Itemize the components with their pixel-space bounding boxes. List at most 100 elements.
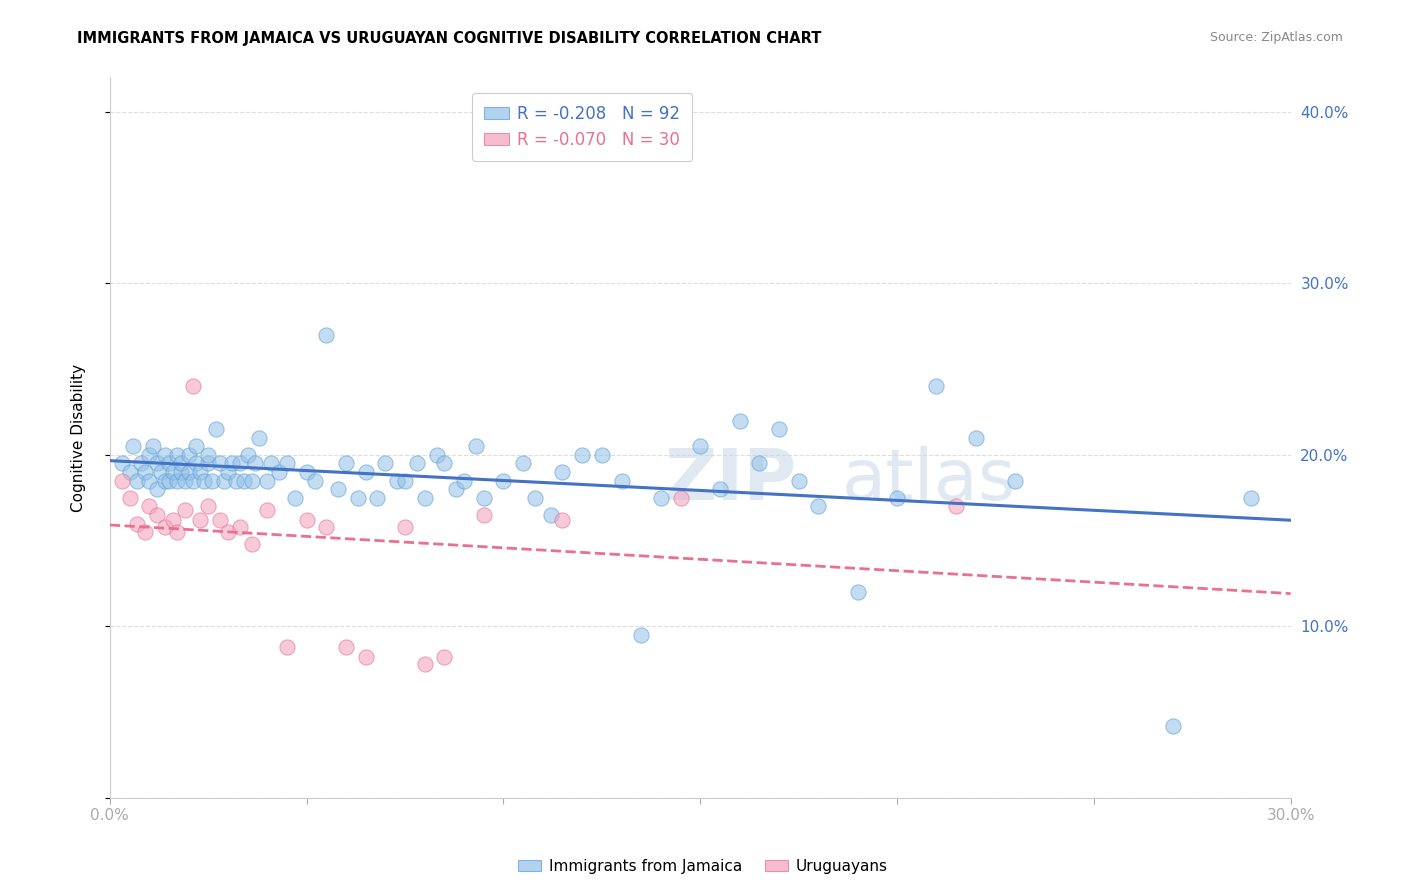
Point [269, 465, 291, 479]
Point [295, 465, 318, 479]
Point [245, 457, 267, 471]
Point [138, 500, 160, 514]
Point [472, 491, 495, 505]
Point [197, 448, 219, 462]
Y-axis label: Cognitive Disability: Cognitive Disability [72, 364, 86, 512]
Point [209, 457, 232, 471]
Point [472, 508, 495, 522]
Point [433, 457, 456, 471]
Point [1004, 474, 1026, 488]
Point [551, 465, 574, 479]
Point [492, 474, 515, 488]
Point [728, 414, 751, 428]
Point [295, 513, 318, 527]
Point [385, 474, 408, 488]
Point [134, 525, 156, 540]
Point [846, 585, 869, 599]
Point [394, 474, 416, 488]
Point [127, 474, 149, 488]
Point [205, 422, 228, 436]
Point [173, 503, 195, 517]
Point [146, 508, 169, 522]
Point [689, 439, 711, 453]
Point [630, 628, 652, 642]
Point [138, 448, 160, 462]
Point [150, 465, 173, 479]
Text: atlas: atlas [842, 447, 1017, 516]
Point [225, 474, 247, 488]
Point [127, 516, 149, 531]
Point [1161, 719, 1184, 733]
Point [346, 491, 368, 505]
Point [209, 513, 232, 527]
Point [249, 431, 271, 445]
Point [111, 474, 134, 488]
Text: ZIP: ZIP [665, 447, 797, 516]
Point [366, 491, 388, 505]
Point [591, 448, 613, 462]
Point [170, 465, 193, 479]
Point [138, 474, 160, 488]
Point [193, 474, 215, 488]
Point [229, 520, 252, 534]
Point [134, 465, 156, 479]
Point [181, 474, 204, 488]
Point [153, 474, 176, 488]
Point [425, 448, 447, 462]
Point [153, 448, 176, 462]
Point [221, 457, 243, 471]
Point [405, 457, 427, 471]
Point [157, 457, 180, 471]
Point [669, 491, 692, 505]
Point [177, 465, 200, 479]
Point [201, 474, 224, 488]
Point [276, 457, 298, 471]
Point [256, 474, 278, 488]
Point [354, 465, 377, 479]
Point [433, 650, 456, 665]
Point [945, 500, 967, 514]
Point [146, 457, 169, 471]
Point [118, 491, 141, 505]
Point [354, 650, 377, 665]
Point [212, 474, 235, 488]
Point [197, 500, 219, 514]
Point [197, 457, 219, 471]
Point [284, 491, 307, 505]
Point [304, 474, 326, 488]
Point [236, 448, 259, 462]
Point [540, 508, 562, 522]
Point [153, 520, 176, 534]
Point [807, 500, 830, 514]
Point [748, 457, 770, 471]
Point [394, 520, 416, 534]
Point [453, 474, 475, 488]
Point [1240, 491, 1263, 505]
Point [571, 448, 593, 462]
Point [177, 448, 200, 462]
Point [170, 457, 193, 471]
Point [186, 439, 208, 453]
Point [111, 457, 134, 471]
Point [965, 431, 987, 445]
Point [166, 474, 188, 488]
Point [157, 474, 180, 488]
Point [551, 513, 574, 527]
Point [166, 525, 188, 540]
Point [709, 482, 731, 496]
Point [146, 482, 169, 496]
Point [240, 537, 263, 551]
Point [315, 327, 337, 342]
Legend: R = -0.208   N = 92, R = -0.070   N = 30: R = -0.208 N = 92, R = -0.070 N = 30 [472, 93, 692, 161]
Point [523, 491, 546, 505]
Point [768, 422, 790, 436]
Point [181, 379, 204, 393]
Point [413, 491, 436, 505]
Point [190, 465, 212, 479]
Point [925, 379, 948, 393]
Point [229, 457, 252, 471]
Point [131, 457, 153, 471]
Point [122, 439, 145, 453]
Point [335, 457, 357, 471]
Point [512, 457, 534, 471]
